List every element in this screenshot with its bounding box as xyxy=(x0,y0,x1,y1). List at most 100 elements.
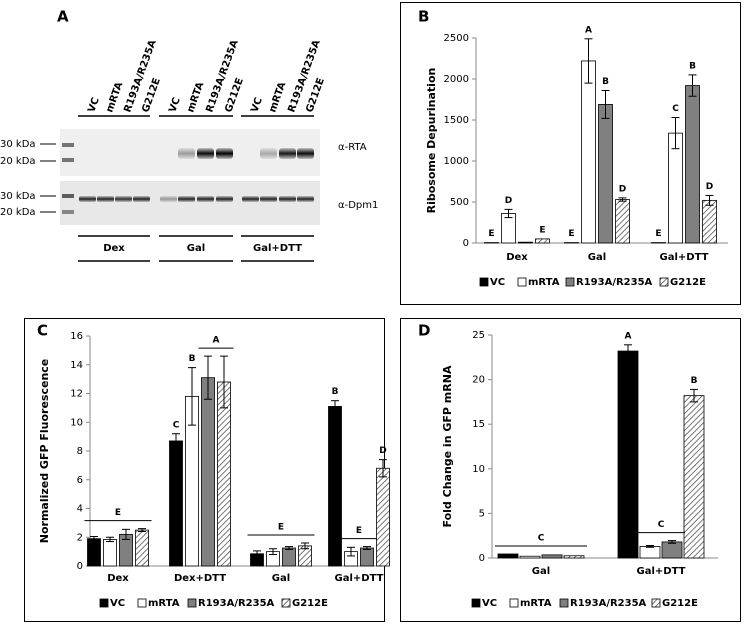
y-tick-label: 500 xyxy=(450,197,469,208)
bar xyxy=(640,546,660,558)
x-tick-label: Gal xyxy=(588,252,606,263)
lane-label: G212E xyxy=(223,76,246,114)
y-tick-label: 10 xyxy=(70,417,83,428)
y-tick-label: 5 xyxy=(479,508,485,519)
ladder-band xyxy=(62,143,74,147)
band xyxy=(178,196,195,202)
legend-swatch xyxy=(566,278,574,286)
legend-swatch xyxy=(510,599,518,607)
y-tick-label: 4 xyxy=(77,504,83,515)
legend-swatch xyxy=(472,599,480,607)
bar xyxy=(582,61,596,243)
legend-label: G212E xyxy=(670,277,706,288)
x-tick-label: Gal+DTT xyxy=(637,566,686,577)
bar xyxy=(361,548,374,566)
ladder-band xyxy=(62,158,74,162)
y-axis-title: Normalized GFP Fluorescence xyxy=(38,359,51,544)
significance-letter: C xyxy=(658,520,665,530)
significance-letter: B xyxy=(689,61,696,71)
significance-letter: E xyxy=(655,229,661,239)
bar xyxy=(136,530,149,566)
legend-swatch xyxy=(282,599,290,607)
x-tick-label: Gal xyxy=(272,573,290,584)
band xyxy=(160,196,177,202)
band xyxy=(115,196,132,202)
band xyxy=(216,196,233,202)
bar xyxy=(519,242,533,243)
x-tick-label: Gal+DTT xyxy=(660,252,709,263)
x-tick-label: Dex xyxy=(506,252,528,263)
significance-letter: B xyxy=(602,77,609,87)
y-tick-label: 1000 xyxy=(444,156,469,167)
x-tick-label: Gal xyxy=(532,566,550,577)
band xyxy=(197,148,214,159)
marker-label: 20 kDa xyxy=(0,207,36,218)
legend-label: R193A/R235A xyxy=(570,598,647,609)
ladder-band xyxy=(62,194,74,198)
significance-letter: C xyxy=(538,533,545,543)
significance-letter: E xyxy=(356,526,362,536)
bar xyxy=(88,539,101,566)
legend-label: G212E xyxy=(662,598,698,609)
y-tick-label: 6 xyxy=(77,475,83,486)
marker-label: 30 kDa xyxy=(0,191,36,202)
band xyxy=(197,196,214,202)
ladder-band xyxy=(62,210,74,214)
y-tick-label: 2500 xyxy=(444,33,469,44)
significance-letter: B xyxy=(332,387,339,397)
legend-swatch xyxy=(100,599,108,607)
significance-letter: D xyxy=(619,184,626,194)
bar xyxy=(536,239,550,243)
bar xyxy=(616,200,630,243)
y-tick-label: 1500 xyxy=(444,115,469,126)
bar xyxy=(618,351,638,558)
band xyxy=(260,196,277,202)
bar xyxy=(202,378,215,566)
significance-letter: B xyxy=(189,354,196,364)
bar xyxy=(498,554,518,558)
x-tick-label: Gal+DTT xyxy=(335,573,384,584)
y-tick-label: 14 xyxy=(70,360,83,371)
panel-label: C xyxy=(37,322,48,340)
significance-letter: A xyxy=(213,336,220,346)
legend-swatch xyxy=(138,599,146,607)
significance-letter: C xyxy=(672,104,679,114)
bar xyxy=(662,542,682,558)
band xyxy=(216,148,233,159)
y-tick-label: 10 xyxy=(472,464,485,475)
band xyxy=(260,148,277,159)
y-tick-label: 16 xyxy=(70,331,83,342)
lane-label: VC xyxy=(86,96,101,114)
bar xyxy=(283,548,296,566)
significance-letter: B xyxy=(691,376,698,386)
y-tick-label: 2 xyxy=(77,532,83,543)
band xyxy=(79,196,96,202)
y-tick-label: 0 xyxy=(77,561,83,572)
panel-label: D xyxy=(418,322,430,340)
bar xyxy=(218,382,231,566)
legend-swatch xyxy=(188,599,196,607)
legend-label: VC xyxy=(490,277,505,288)
x-tick-label: Dex+DTT xyxy=(174,573,226,584)
bar xyxy=(684,396,704,558)
y-tick-label: 25 xyxy=(472,330,485,341)
legend-label: VC xyxy=(482,598,497,609)
legend-swatch xyxy=(518,278,526,286)
y-axis-title: Fold Change in GFP mRNA xyxy=(441,365,454,527)
significance-letter: D xyxy=(706,182,713,192)
band xyxy=(133,196,150,202)
bar xyxy=(170,441,183,566)
significance-letter: D xyxy=(379,446,386,456)
legend-swatch xyxy=(480,278,488,286)
antibody-label: α-RTA xyxy=(338,142,367,153)
y-tick-label: 0 xyxy=(463,238,469,249)
significance-letter: A xyxy=(585,25,592,35)
legend-label: mRTA xyxy=(148,598,180,609)
panel-label: B xyxy=(418,8,429,26)
y-tick-label: 8 xyxy=(77,446,83,457)
condition-label: Gal+DTT xyxy=(253,243,302,254)
legend-label: mRTA xyxy=(520,598,552,609)
